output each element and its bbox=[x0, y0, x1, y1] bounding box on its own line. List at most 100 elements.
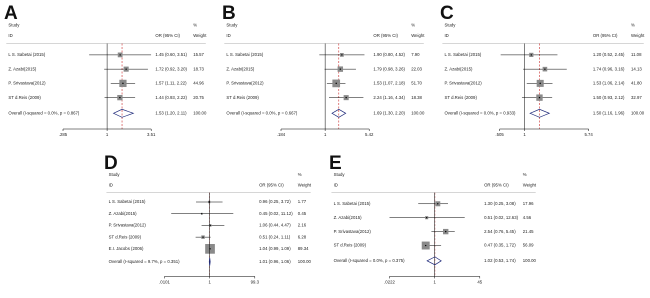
ci-label: 1.74 (0.96, 3.16) bbox=[593, 66, 625, 71]
ci-label: 0.96 (0.25, 3.72) bbox=[259, 199, 291, 204]
weight-label: 11.08 bbox=[631, 52, 642, 57]
x-tick-label: 99.3 bbox=[251, 280, 260, 285]
header: Weight bbox=[411, 33, 425, 38]
weight-label: 14.13 bbox=[631, 66, 642, 71]
weight-label: 56.09 bbox=[523, 243, 534, 248]
estimate-dot bbox=[339, 68, 342, 70]
panel-label: E bbox=[329, 153, 342, 174]
panel-label: B bbox=[222, 3, 236, 24]
x-tick-label: 1 bbox=[523, 132, 526, 137]
header: OR (95% CI) bbox=[155, 33, 180, 38]
header: Study bbox=[444, 23, 456, 28]
overall-ci-label: 1.53 (1.20, 2.11) bbox=[155, 110, 187, 115]
overall-weight: 100.00 bbox=[411, 110, 425, 115]
ci-label: 1.72 (0.92, 3.20) bbox=[155, 66, 187, 71]
weight-label: 0.45 bbox=[298, 211, 307, 216]
x-tick-label: .505 bbox=[495, 132, 504, 137]
study-name: ST d.Reis (2009) bbox=[109, 234, 142, 239]
header: OR (95% CI) bbox=[259, 182, 284, 187]
header: ID bbox=[444, 33, 448, 38]
weight-label: 15.57 bbox=[193, 52, 204, 57]
header: OR (95% CI) bbox=[373, 33, 398, 38]
header: Weight bbox=[193, 33, 207, 38]
header: Weight bbox=[523, 182, 537, 187]
overall-weight: 100.00 bbox=[193, 110, 207, 115]
study-name: Z. Azabi(2015) bbox=[334, 215, 363, 220]
overall-diamond bbox=[331, 108, 347, 118]
panel-label: A bbox=[4, 3, 18, 24]
overall-diamond bbox=[208, 257, 211, 266]
ci-label: 0.51 (0.24, 1.11) bbox=[259, 234, 291, 239]
overall-ci-label: 1.02 (0.53, 1.74) bbox=[484, 258, 516, 263]
weight-label: 51.70 bbox=[411, 81, 422, 86]
panel-label: D bbox=[104, 153, 118, 174]
x-tick-label: 5.74 bbox=[584, 132, 593, 137]
weight-label: 89.34 bbox=[298, 246, 309, 251]
weight-label: 6.28 bbox=[298, 234, 307, 239]
study-name: P. Srivastava(2012) bbox=[226, 81, 264, 86]
estimate-dot bbox=[201, 213, 203, 215]
header: ID bbox=[226, 33, 230, 38]
study-name: ST d.Reis (2009) bbox=[8, 95, 41, 100]
ci-label: 1.90 (0.80, 4.52) bbox=[373, 52, 405, 57]
header: Weight bbox=[631, 33, 645, 38]
estimate-dot bbox=[122, 82, 124, 85]
estimate-dot bbox=[202, 236, 204, 238]
weight-label: 4.56 bbox=[523, 215, 532, 220]
ci-label: 1.57 (1.11, 2.22) bbox=[155, 81, 187, 86]
plot-area bbox=[500, 43, 567, 129]
header: % bbox=[411, 23, 415, 28]
x-tick-label: 3.51 bbox=[147, 132, 156, 137]
x-tick-label: 5.42 bbox=[365, 132, 374, 137]
overall-label: Overall (I-squared = 9.7%, p = 0.351) bbox=[109, 259, 181, 264]
weight-label: 17.96 bbox=[523, 201, 534, 206]
header: ID bbox=[8, 33, 12, 38]
overall-label: Overall (I-squared = 0.0%, p = 0.375) bbox=[334, 258, 406, 263]
study-name: P. Srivastava(2012) bbox=[8, 81, 46, 86]
ci-label: 1.20 (0.52, 2.45) bbox=[593, 52, 625, 57]
study-name: ST d.Reis (2009) bbox=[334, 243, 367, 248]
overall-diamond bbox=[426, 256, 442, 266]
estimate-dot bbox=[538, 96, 541, 99]
header: Study bbox=[8, 23, 20, 28]
study-name: E.I. Jacobs (2006) bbox=[109, 246, 144, 251]
overall-weight: 100.00 bbox=[523, 258, 537, 263]
header: Study bbox=[109, 172, 121, 177]
study-name: L S. Sabetai (2015) bbox=[8, 52, 45, 57]
study-name: ST d.Reis (2009) bbox=[226, 95, 259, 100]
header: Weight bbox=[298, 182, 312, 187]
estimate-dot bbox=[425, 244, 427, 247]
estimate-dot bbox=[544, 68, 546, 70]
x-tick-label: 1 bbox=[106, 132, 109, 137]
overall-ci-label: 1.01 (0.96, 1.06) bbox=[259, 259, 291, 264]
header: Study bbox=[334, 172, 346, 177]
overall-label: Overall (I-squared = 0.0%, p = 0.867) bbox=[8, 110, 80, 115]
ci-label: 1.04 (0.99, 1.09) bbox=[259, 246, 291, 251]
ci-label: 1.45 (0.60, 3.51) bbox=[155, 52, 187, 57]
estimate-dot bbox=[125, 68, 127, 70]
weight-label: 32.97 bbox=[631, 95, 642, 100]
ci-label: 0.51 (0.02, 12.63) bbox=[484, 215, 518, 220]
header: ID bbox=[109, 182, 113, 187]
plot-area bbox=[89, 43, 152, 129]
study-name: ST d.Reis (2009) bbox=[444, 95, 477, 100]
plot-area bbox=[171, 192, 234, 277]
overall-weight: 100.00 bbox=[631, 110, 645, 115]
overall-diamond bbox=[529, 108, 551, 118]
overall-diamond bbox=[112, 108, 135, 118]
estimate-dot bbox=[425, 216, 428, 219]
header: % bbox=[523, 172, 527, 177]
ci-label: 1.50 (0.93, 2.12) bbox=[593, 95, 625, 100]
x-tick-label: .285 bbox=[59, 132, 68, 137]
study-name: Z. Azabi(2015) bbox=[8, 66, 37, 71]
ci-label: 1.53 (1.06, 2.14) bbox=[593, 81, 625, 86]
weight-label: 18.38 bbox=[411, 95, 422, 100]
weight-label: 44.96 bbox=[193, 81, 204, 86]
header: % bbox=[193, 23, 197, 28]
study-name: Z. Azabi(2015) bbox=[444, 66, 473, 71]
ci-label: 0.47 (0.35, 1.72) bbox=[484, 243, 516, 248]
